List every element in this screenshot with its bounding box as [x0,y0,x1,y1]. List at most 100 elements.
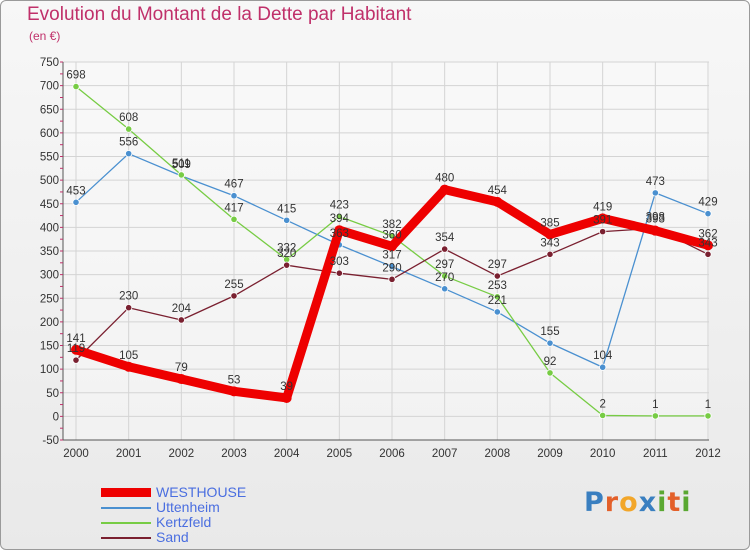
data-label: 297 [435,259,454,271]
data-label: 473 [646,176,665,188]
series-point-westhouse [123,361,134,372]
data-label: 354 [435,232,455,244]
data-label: 382 [382,219,401,231]
legend-label: WESTHOUSE [156,484,247,500]
series-point-uttenheim [704,210,712,218]
x-tick-label: 2000 [63,448,89,460]
series-point-uttenheim [441,285,449,293]
series-point-westhouse [703,240,713,251]
data-label: 253 [488,280,507,292]
data-label: 92 [544,356,557,368]
data-label: 454 [488,185,508,197]
y-tick-label: 750 [40,57,59,69]
series-point-sand [72,356,80,364]
data-label: 104 [593,350,613,362]
x-tick-label: 2010 [590,448,616,460]
data-label: 255 [224,279,243,291]
series-point-uttenheim [651,189,659,197]
data-label: 141 [66,333,85,345]
data-label: 415 [277,203,296,215]
series-point-uttenheim [493,308,501,316]
y-tick-label: 150 [40,341,59,353]
logo-letter: i [681,487,692,518]
series-point-westhouse [650,225,661,236]
x-tick-label: 2003 [221,448,247,460]
logo-letter: P [584,487,605,518]
y-tick-label: 650 [40,104,59,116]
series-point-westhouse [229,386,239,397]
legend-label: Uttenheim [156,499,220,515]
y-tick-label: 450 [40,199,59,211]
series-point-kertzfeld [704,412,712,420]
y-tick-label: 250 [40,293,59,305]
series-point-kertzfeld [177,171,185,179]
data-label: 393 [646,214,665,226]
data-label: 419 [593,201,612,213]
legend-label: Sand [156,529,189,545]
data-label: 467 [224,179,243,191]
y-tick-label: 550 [40,152,59,164]
data-label: 362 [698,228,717,240]
series-point-westhouse [281,392,292,403]
x-tick-label: 2004 [274,448,300,460]
data-label: 698 [66,70,85,82]
data-label: 417 [224,202,243,214]
series-point-westhouse [545,229,555,240]
series-point-westhouse [597,213,608,224]
series-point-sand [388,275,396,283]
series-point-westhouse [387,241,397,252]
series-point-sand [599,228,607,236]
data-label: 119 [67,343,85,355]
y-tick-label: 300 [40,270,59,282]
series-point-westhouse [176,374,187,385]
legend-swatch [101,488,151,497]
y-tick-label: 700 [40,81,59,93]
data-label: 343 [698,237,717,249]
legend-swatch [101,507,151,509]
data-label: 398 [646,211,665,223]
series-point-kertzfeld [72,82,80,91]
x-tick-label: 2009 [537,448,563,460]
legend-swatch [101,522,151,524]
series-point-kertzfeld [125,125,133,133]
data-label: 204 [172,303,192,315]
x-tick-label: 2002 [169,448,195,460]
series-point-westhouse [439,184,450,195]
y-tick-label: 350 [40,246,59,258]
y-tick-label: 100 [40,364,59,376]
data-label: 480 [435,173,454,185]
series-point-uttenheim [388,262,396,271]
x-tick-label: 2005 [327,448,353,460]
series-point-kertzfeld [230,215,238,223]
logo-letter: i [657,487,668,518]
series-point-uttenheim [283,216,291,224]
data-label: 1 [652,399,658,411]
legend-label: Kertzfeld [156,514,212,530]
x-tick-label: 2006 [379,448,405,460]
data-label: 332 [277,243,296,255]
legend-swatch [101,537,151,539]
series-point-sand [125,304,133,312]
series-point-sand [546,250,554,258]
series-point-uttenheim [546,339,554,347]
y-tick-label: -50 [42,435,59,447]
data-label: 360 [382,229,401,241]
data-label: 423 [330,200,349,212]
series-point-kertzfeld [546,369,554,377]
y-tick-label: 200 [40,317,59,329]
data-label: 509 [172,159,191,171]
y-tick-label: 50 [46,388,59,400]
series-point-westhouse [334,225,345,236]
data-label: 2 [599,398,605,410]
series-point-sand [230,292,238,300]
data-label: 155 [540,326,559,338]
series-point-sand [704,250,712,258]
x-tick-label: 2012 [695,448,721,460]
series-point-kertzfeld [335,212,343,221]
data-label: 511 [172,158,190,170]
chart-subtitle: (en €) [29,29,61,43]
series-point-uttenheim [72,198,80,206]
data-label: 79 [175,362,188,374]
data-label: 1 [705,399,711,411]
